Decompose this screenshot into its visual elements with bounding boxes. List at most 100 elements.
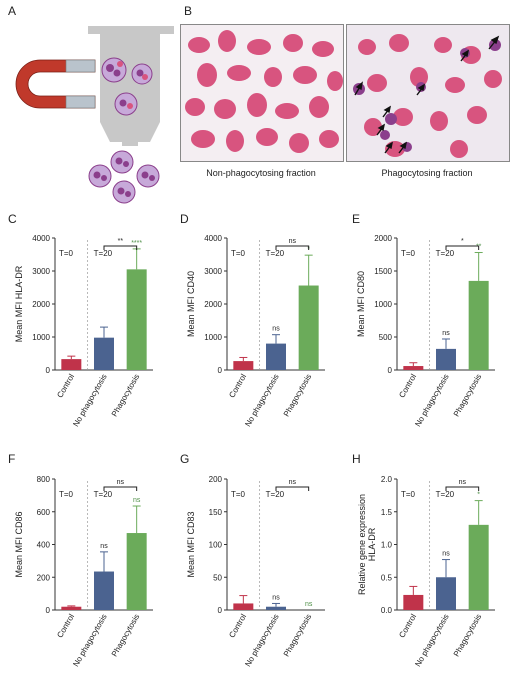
chart-e-time-label: T=0 — [401, 249, 416, 258]
panel-letter-h: H — [352, 452, 361, 466]
chart-h-x-tick-label: No phagocytosis — [413, 613, 450, 669]
chart-g-y-label: Mean MFI CD83 — [186, 511, 196, 577]
chart-h-y-tick-label: 2.0 — [381, 475, 393, 484]
chart-d-x-tick-label: No phagocytosis — [243, 373, 280, 429]
chart-e-x-tick-label: Control — [397, 372, 418, 399]
cells-image-right — [353, 34, 502, 158]
magnetic-separation-illustration — [15, 26, 174, 204]
chart-e-bar — [403, 366, 424, 370]
chart-f-bracket — [103, 486, 138, 491]
chart-g-y-tick-label: 0 — [218, 606, 223, 615]
chart-g-y-tick-label: 150 — [209, 508, 223, 517]
chart-e-bar — [468, 280, 489, 370]
chart-e-x-tick-label: Phagocytosis — [452, 372, 484, 418]
chart-f-y-tick-label: 600 — [37, 508, 51, 517]
chart-g-bracket-sig: ns — [289, 479, 297, 486]
micrograph-non-phagocytosing — [180, 24, 344, 162]
chart-c-bar — [126, 269, 147, 370]
chart-d-y-tick-label: 1000 — [204, 333, 222, 342]
chart-f-x-tick-label: No phagocytosis — [71, 613, 108, 669]
chart-f-time-label: T=0 — [59, 490, 74, 499]
chart-c-time-label: T=20 — [94, 249, 113, 258]
chart-e-y-tick-label: 1000 — [374, 300, 392, 309]
chart-e-y-tick-label: 2000 — [374, 234, 392, 243]
chart-f-bar — [126, 533, 147, 610]
chart-h-bracket — [445, 486, 480, 491]
chart-c-bar — [61, 359, 82, 370]
chart-f-y-label: Mean MFI CD86 — [14, 511, 24, 577]
chart-h-y-tick-label: 0.5 — [381, 573, 393, 582]
chart-d-y-label: Mean MFI CD40 — [186, 271, 196, 337]
chart-e-x-tick-label: No phagocytosis — [413, 373, 450, 429]
chart-d-bracket-sig: ns — [289, 238, 297, 245]
cells-image-left — [185, 30, 343, 153]
chart-h-bracket-sig: ns — [459, 479, 467, 486]
chart-h-y-tick-label: 1.5 — [381, 508, 393, 517]
chart-d-time-label: T=0 — [231, 249, 246, 258]
chart-g-x-tick-label: Phagocytosis — [282, 613, 314, 659]
chart-g-y-tick-label: 200 — [209, 475, 223, 484]
chart-d-y-tick-label: 0 — [218, 366, 223, 375]
panel-letter-b: B — [184, 4, 193, 18]
chart-h-bar-sig: * — [477, 492, 480, 499]
magnet-icon — [15, 59, 96, 109]
chart-c-x-tick-label: Control — [55, 372, 76, 399]
panel-letter-f: F — [8, 452, 16, 466]
chart-g-x-tick-label: No phagocytosis — [243, 613, 280, 669]
chart-c-y-tick-label: 4000 — [32, 234, 50, 243]
panel-letter-a: A — [8, 4, 17, 18]
chart-c-bar — [94, 337, 114, 370]
chart-f-y-tick-label: 200 — [37, 573, 51, 582]
chart-e-bracket-sig: * — [461, 238, 464, 245]
chart-f-bracket-sig: ns — [117, 479, 125, 486]
chart-c-x-tick-label: Phagocytosis — [110, 373, 142, 419]
chart-c-x-tick-label: No phagocytosis — [71, 373, 108, 429]
chart-d-y-tick-label: 3000 — [204, 267, 222, 276]
chart-c-time-label: T=0 — [59, 249, 74, 258]
chart-f-x-tick-label: Control — [55, 612, 76, 639]
chart-g-bracket — [275, 486, 310, 491]
chart-d-bar-sig: ns — [272, 326, 280, 333]
chart-h-y-tick-label: 1.0 — [381, 541, 393, 550]
caption-phagocytosing: Phagocytosing fraction — [381, 168, 473, 178]
chart-h-bar — [403, 594, 424, 610]
chart-d-bar — [266, 343, 286, 370]
panel-letter-e: E — [352, 212, 361, 226]
chart-h-y-tick-label: 0.0 — [381, 606, 393, 615]
chart-c-y-tick-label: 2000 — [32, 300, 50, 309]
chart-d-bar — [298, 285, 319, 370]
chart-e-bracket — [445, 245, 480, 250]
chart-h-bar-sig: ns — [442, 551, 450, 558]
chart-h-x-tick-label: Phagocytosis — [452, 613, 484, 659]
caption-non-phagocytosing: Non-phagocytosing fraction — [206, 168, 316, 178]
panel-letter-g: G — [180, 452, 190, 466]
chart-c-y-label: Mean MFI HLA-DR — [14, 265, 24, 342]
chart-d-y-tick-label: 2000 — [204, 300, 222, 309]
chart-c-y-tick-label: 1000 — [32, 333, 50, 342]
chart-e-bar — [436, 348, 456, 370]
arrow-icon — [354, 35, 500, 154]
chart-d-x-tick-label: Control — [227, 372, 248, 399]
chart-c-y-tick-label: 0 — [46, 366, 51, 375]
chart-f-bar — [61, 606, 82, 610]
chart-f-bar — [94, 571, 114, 610]
chart-e-bar-sig: ns — [442, 330, 450, 337]
chart-h-y-label: HLA-DR — [367, 527, 377, 561]
chart-f-y-tick-label: 400 — [37, 541, 51, 550]
panel-letter-d: D — [180, 212, 189, 226]
free-cells-group — [88, 150, 160, 204]
chart-d-y-tick-label: 4000 — [204, 234, 222, 243]
chart-c-bracket — [103, 245, 138, 250]
chart-f-time-label: T=20 — [94, 490, 113, 499]
micrograph-phagocytosing — [346, 24, 510, 162]
chart-e-y-tick-label: 1500 — [374, 267, 392, 276]
chart-g-bar-sig: ns — [272, 594, 280, 601]
chart-g-bar-sig: ns — [305, 601, 313, 608]
chart-e-time-label: T=20 — [436, 249, 455, 258]
chart-e-y-label: Mean MFI CD80 — [356, 271, 366, 337]
chart-h-time-label: T=20 — [436, 490, 455, 499]
chart-g-y-tick-label: 50 — [213, 573, 222, 582]
chart-g-bar — [233, 603, 254, 610]
chart-h-y-label: Relative gene expression — [357, 494, 367, 595]
